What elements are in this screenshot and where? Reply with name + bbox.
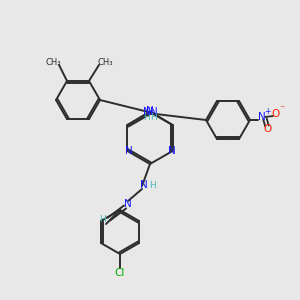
Text: N: N [124,146,132,156]
Text: O: O [272,109,280,119]
Text: N: N [258,112,266,122]
Text: H: H [99,215,105,224]
Text: N: N [146,106,154,116]
Text: N: N [124,199,132,209]
Text: O: O [264,124,272,134]
Text: +: + [264,107,270,116]
Text: Cl: Cl [115,268,125,278]
Text: N: N [142,107,150,117]
Text: N: N [140,180,148,190]
Text: H: H [150,112,157,122]
Text: N: N [150,107,158,117]
Text: H: H [148,181,155,190]
Text: ⁻: ⁻ [279,104,285,114]
Text: H: H [143,112,150,122]
Text: CH₃: CH₃ [45,58,61,68]
Text: CH₃: CH₃ [97,58,113,68]
Text: N: N [168,146,176,156]
